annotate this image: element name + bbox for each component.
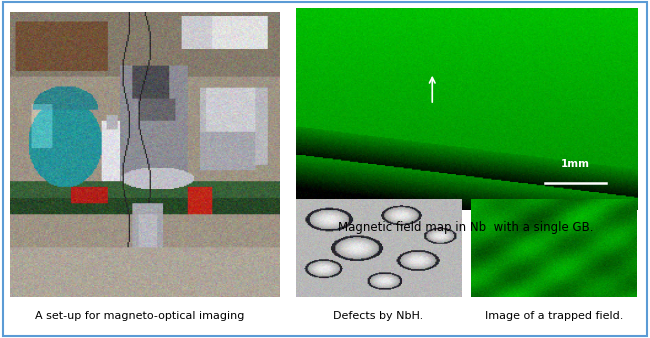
Text: A set-up for magneto-optical imaging: A set-up for magneto-optical imaging — [35, 311, 244, 321]
Text: Defects by NbH.: Defects by NbH. — [333, 311, 423, 321]
Text: 1mm: 1mm — [561, 159, 590, 169]
Text: Image of a trapped field.: Image of a trapped field. — [486, 311, 623, 321]
Text: Magnetic field map in Nb  with a single GB.: Magnetic field map in Nb with a single G… — [338, 221, 594, 234]
